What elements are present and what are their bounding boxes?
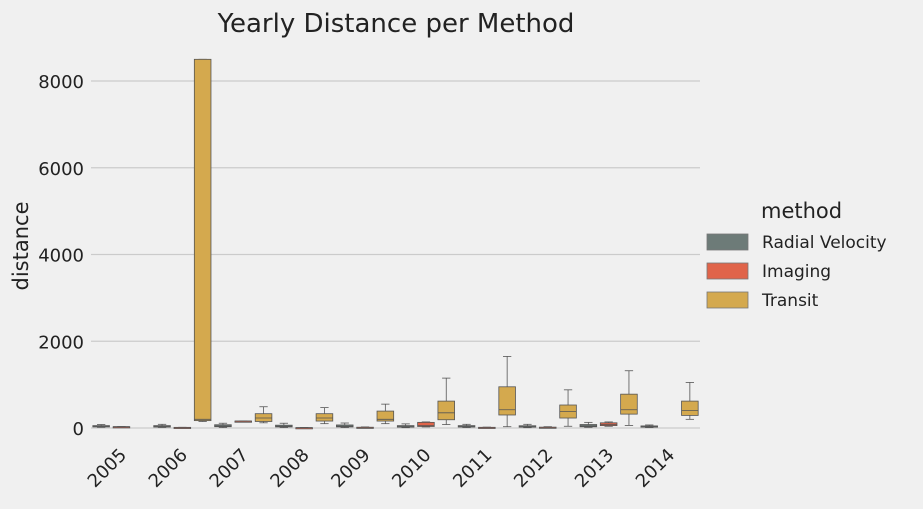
legend-title: method — [761, 199, 842, 223]
x-axis-ticks: 2005 2006 2007 2008 2009 2010 2011 2012 2013 2014 — [84, 445, 679, 492]
x-tick-label: 2012 — [510, 445, 557, 492]
series-transit — [193, 58, 699, 428]
y-tick-label: 8000 — [38, 72, 84, 93]
box-body — [498, 386, 516, 416]
y-tick-label: 4000 — [38, 246, 84, 267]
y-axis-label: distance — [9, 202, 33, 291]
legend-label: Radial Velocity — [762, 233, 887, 253]
box-body — [417, 421, 435, 427]
series-imaging — [112, 420, 618, 430]
x-tick-label: 2011 — [449, 445, 496, 492]
y-tick-label: 0 — [73, 419, 84, 440]
box-body — [437, 400, 455, 421]
x-tick-label: 2007 — [206, 445, 253, 492]
y-axis-ticks: 0 2000 4000 6000 8000 — [38, 72, 84, 440]
box-body — [376, 410, 395, 422]
box-body — [254, 413, 273, 422]
box-body — [681, 400, 699, 416]
legend-swatch — [706, 291, 749, 309]
x-tick-label: 2005 — [84, 445, 131, 492]
legend-swatch — [706, 262, 749, 280]
x-tick-label: 2008 — [266, 445, 313, 492]
chart-title: Yearly Distance per Method — [217, 9, 575, 39]
legend-swatch — [706, 233, 749, 251]
gridlines — [91, 80, 700, 429]
box-body — [620, 393, 638, 415]
series-radial-velocity — [92, 421, 658, 429]
x-tick-label: 2006 — [145, 445, 192, 492]
x-tick-label: 2013 — [571, 445, 618, 492]
box-body — [315, 413, 334, 422]
y-tick-label: 2000 — [38, 332, 84, 353]
legend-label: Transit — [761, 291, 819, 311]
legend: method Radial Velocity Imaging Transit — [706, 199, 887, 311]
box-body — [193, 58, 212, 422]
legend-label: Imaging — [762, 262, 831, 282]
x-tick-label: 2010 — [388, 445, 435, 492]
y-tick-label: 6000 — [38, 159, 84, 180]
box-series — [92, 58, 699, 430]
x-tick-label: 2009 — [327, 445, 374, 492]
x-tick-label: 2014 — [632, 445, 679, 492]
